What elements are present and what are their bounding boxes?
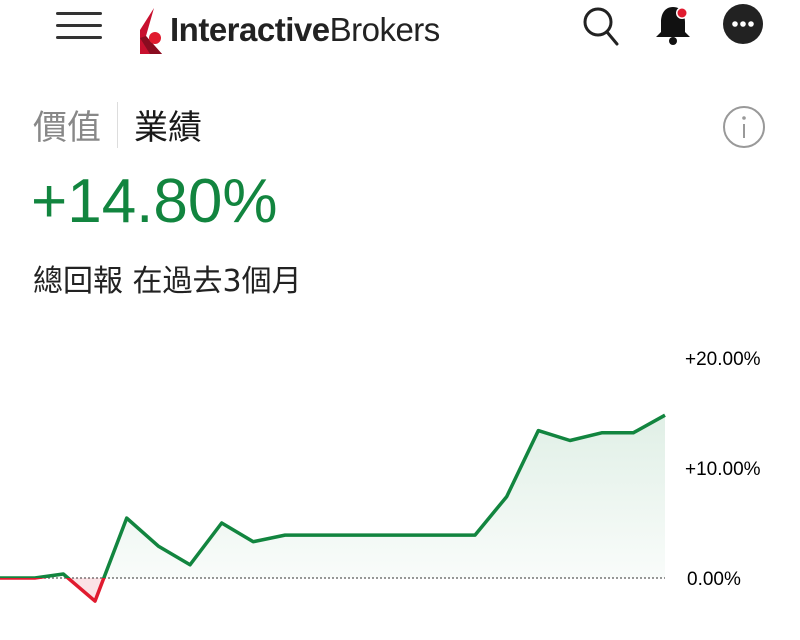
bell-icon[interactable] <box>652 2 694 46</box>
total-return-value: +14.80% <box>31 167 278 236</box>
positive-area <box>0 415 665 578</box>
menu-icon-bar <box>56 24 102 27</box>
y-tick-label: +10.00% <box>685 459 761 480</box>
brand-name-regular: Brokers <box>329 11 441 48</box>
y-tick-label: 0.00% <box>687 569 741 590</box>
total-return-caption: 總回報 在過去3個月 <box>33 264 302 299</box>
menu-icon-bar <box>56 36 102 39</box>
more-icon[interactable] <box>722 3 764 45</box>
y-tick-label: +20.00% <box>685 349 761 370</box>
logo-mark-icon <box>140 8 162 54</box>
performance-chart: +20.00% +10.00% 0.00% <box>0 349 761 603</box>
notification-dot <box>677 8 687 18</box>
tab-performance[interactable]: 業績 <box>134 108 202 148</box>
tab-value[interactable]: 價值 <box>33 108 101 148</box>
menu-button[interactable] <box>56 12 102 40</box>
return-line-positive <box>0 413 666 578</box>
brand-logo: InteractiveBrokers <box>138 6 440 54</box>
brand-name-bold: Interactive <box>170 11 330 48</box>
tab-divider <box>117 101 118 148</box>
info-icon[interactable] <box>722 105 766 149</box>
view-tabs: 價值 業績 <box>33 100 218 149</box>
menu-icon-bar <box>56 12 102 15</box>
search-icon[interactable] <box>578 4 622 48</box>
